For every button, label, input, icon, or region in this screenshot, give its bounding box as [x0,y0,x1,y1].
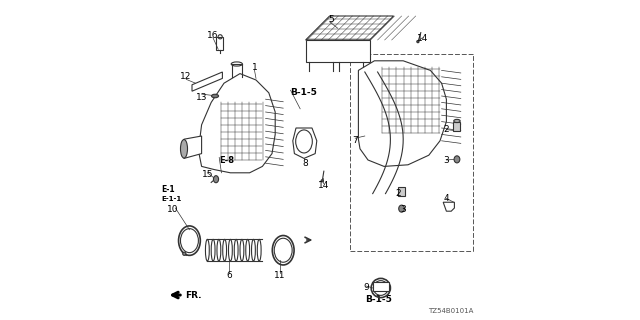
Text: E-1-1: E-1-1 [161,196,182,202]
Ellipse shape [246,239,250,261]
Ellipse shape [223,239,227,261]
Text: FR.: FR. [186,291,202,300]
Polygon shape [198,74,275,173]
Text: 10: 10 [167,205,179,214]
Ellipse shape [234,239,238,261]
Text: 13: 13 [196,93,207,102]
Text: TZ54B0101A: TZ54B0101A [428,308,473,314]
Ellipse shape [240,239,244,261]
Ellipse shape [257,239,261,261]
Text: B-1-5: B-1-5 [291,88,317,97]
Text: B-1-5: B-1-5 [365,295,392,304]
Ellipse shape [454,119,460,123]
Text: 11: 11 [275,271,285,280]
Text: 5: 5 [328,15,334,24]
Text: E-8: E-8 [219,156,234,164]
Text: 6: 6 [226,271,232,280]
Ellipse shape [228,239,232,261]
Ellipse shape [417,41,419,43]
Ellipse shape [211,239,215,261]
Text: 12: 12 [180,72,191,81]
Text: 2: 2 [444,125,449,134]
Polygon shape [184,136,202,158]
Ellipse shape [252,239,255,261]
Polygon shape [306,16,394,40]
Ellipse shape [205,239,209,261]
Ellipse shape [399,205,404,212]
Text: 3: 3 [401,205,406,214]
Bar [372,282,389,291]
Text: 7: 7 [353,136,358,145]
Text: 14: 14 [417,34,428,43]
Ellipse shape [454,156,460,163]
Polygon shape [292,128,317,158]
Ellipse shape [183,252,186,255]
Polygon shape [192,72,223,91]
Text: 14: 14 [317,181,329,190]
Text: E-1: E-1 [161,185,175,194]
Text: 4: 4 [444,194,449,203]
Ellipse shape [211,94,219,98]
Ellipse shape [214,176,219,183]
Bar [453,122,461,131]
Bar [216,37,223,50]
Polygon shape [443,202,454,211]
Ellipse shape [217,239,221,261]
Ellipse shape [180,140,188,158]
Ellipse shape [321,180,323,182]
Text: 8: 8 [303,159,308,168]
Text: 9: 9 [364,284,369,292]
Bar [306,40,370,62]
Text: 15: 15 [202,170,213,179]
Bar [398,187,406,196]
Text: 2: 2 [396,189,401,198]
Text: 1: 1 [252,63,257,72]
Polygon shape [358,61,447,166]
Text: 16: 16 [207,31,218,40]
Text: 3: 3 [444,156,449,164]
